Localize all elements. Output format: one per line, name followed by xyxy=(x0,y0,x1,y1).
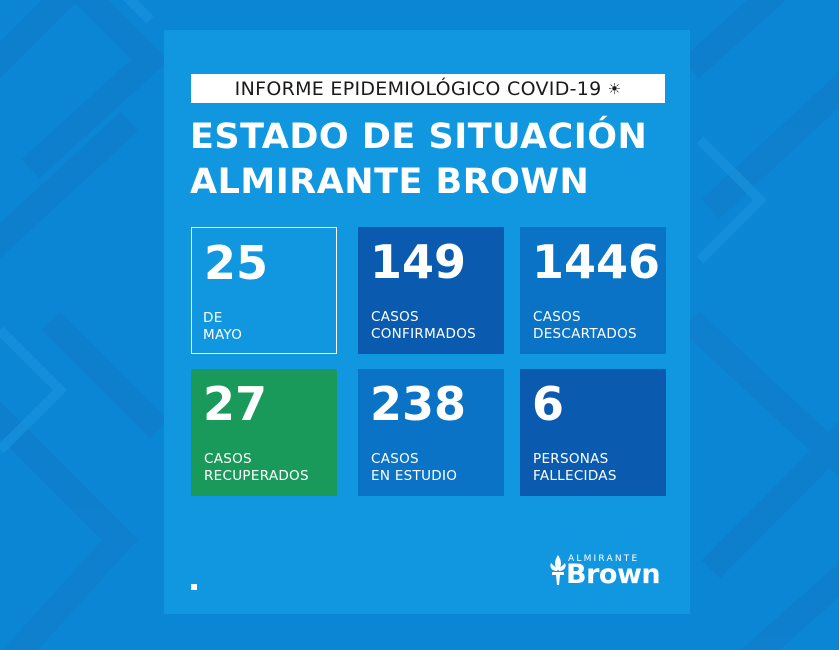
card-value: 149 xyxy=(370,235,467,289)
page-title-line2: ALMIRANTE BROWN xyxy=(190,162,590,202)
card-confirmed: 149 CASOS CONFIRMADOS xyxy=(358,227,504,354)
card-label-line2: EN ESTUDIO xyxy=(371,468,458,484)
card-label-line1: CASOS xyxy=(533,309,581,325)
card-value: 27 xyxy=(203,377,268,431)
card-discarded: 1446 CASOS DESCARTADOS xyxy=(520,227,666,354)
card-label-line1: PERSONAS xyxy=(533,451,609,467)
page-title-line1: ESTADO DE SITUACIÓN xyxy=(190,117,648,157)
card-label-line2: DESCARTADOS xyxy=(533,326,637,342)
card-label-line1: CASOS xyxy=(204,451,252,467)
card-label: CASOS CONFIRMADOS xyxy=(371,309,476,343)
card-label: CASOS RECUPERADOS xyxy=(204,451,309,485)
card-label-line1: DE xyxy=(203,310,223,326)
sun-icon: ☀ xyxy=(607,79,622,98)
fleur-de-lis-icon xyxy=(550,555,566,585)
card-value: 6 xyxy=(532,377,565,431)
card-label-line1: CASOS xyxy=(371,309,419,325)
card-label-line2: MAYO xyxy=(203,327,243,343)
card-value: 25 xyxy=(204,236,269,290)
card-label-line2: CONFIRMADOS xyxy=(371,326,477,342)
report-label: INFORME EPIDEMIOLÓGICO COVID-19 ☀ xyxy=(191,74,665,103)
card-label-line2: FALLECIDAS xyxy=(533,468,617,484)
card-value: 238 xyxy=(370,377,467,431)
card-value: 1446 xyxy=(532,235,661,289)
card-label: PERSONAS FALLECIDAS xyxy=(533,451,617,485)
card-under-study: 238 CASOS EN ESTUDIO xyxy=(358,369,504,496)
card-label: DE MAYO xyxy=(203,310,242,344)
card-deceased: 6 PERSONAS FALLECIDAS xyxy=(520,369,666,496)
report-label-text: INFORME EPIDEMIOLÓGICO COVID-19 xyxy=(234,77,602,100)
card-recovered: 27 CASOS RECUPERADOS xyxy=(191,369,337,496)
card-label: CASOS EN ESTUDIO xyxy=(371,451,457,485)
logo-big-text: Brown xyxy=(566,559,661,590)
decorative-dot xyxy=(191,584,197,590)
card-label-line1: CASOS xyxy=(371,451,419,467)
logo-small-text: ALMIRANTE xyxy=(568,554,640,564)
card-date: 25 DE MAYO xyxy=(191,227,337,354)
brand-logo: ALMIRANTE Brown xyxy=(548,551,668,593)
card-label-line2: RECUPERADOS xyxy=(204,468,309,484)
card-label: CASOS DESCARTADOS xyxy=(533,309,637,343)
